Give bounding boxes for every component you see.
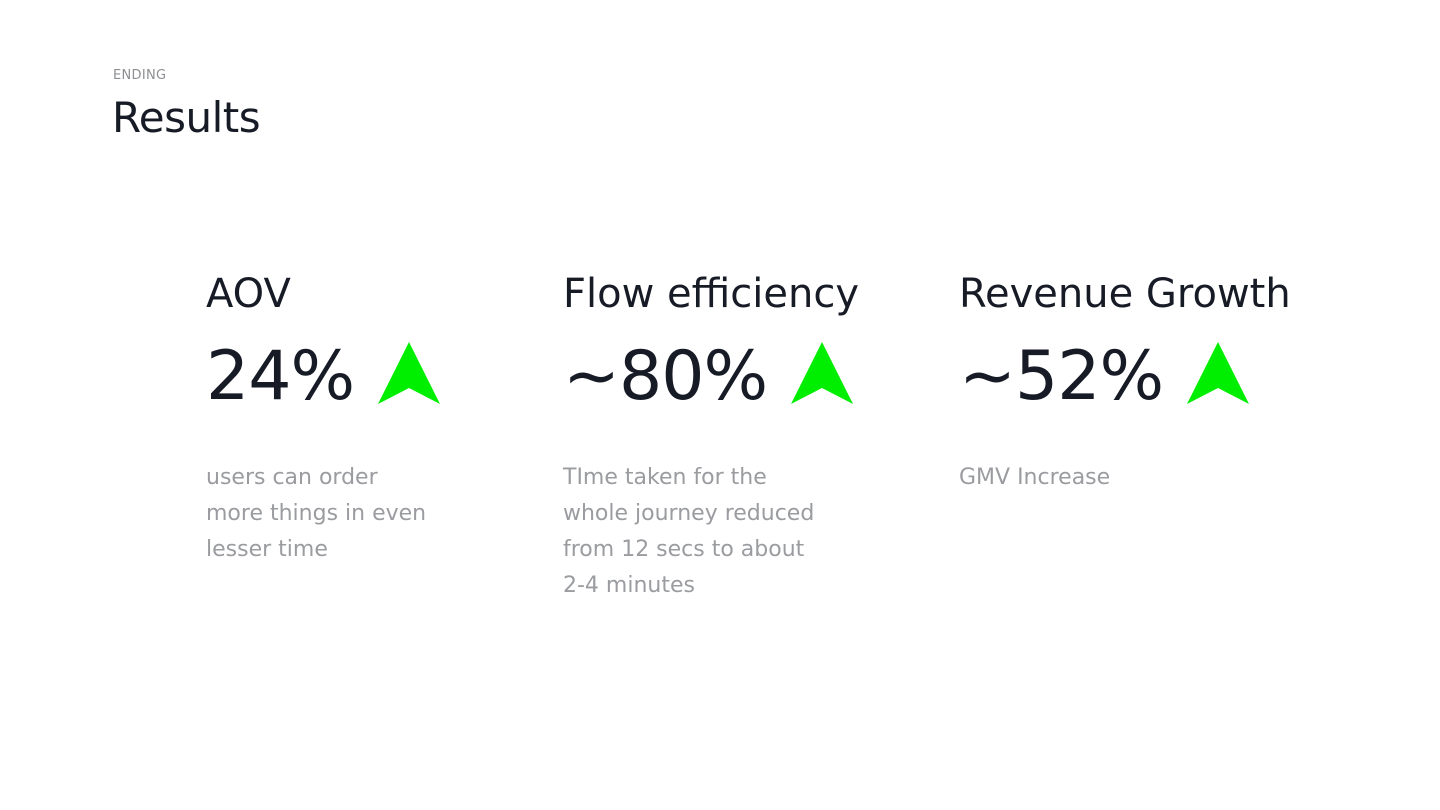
metric-label: Revenue Growth [959,271,1291,317]
section-eyebrow: ENDING [113,68,167,83]
up-arrow-icon [1187,342,1250,404]
metric-value-row: 24% [206,340,506,414]
metric-value-row: ~80% [563,340,893,414]
metric-card-revenue-growth: Revenue Growth ~52% GMV Increase [959,270,1319,496]
metric-value: 24% [206,337,355,416]
metric-label: Flow efficiency [563,271,860,317]
up-arrow-icon [378,342,441,404]
metric-card-aov: AOV 24% users can order more things in e… [206,270,506,568]
up-arrow-icon [791,342,854,404]
page-title: Results [112,93,261,142]
metric-value-row: ~52% [959,340,1319,414]
metric-description: TIme taken for the whole journey reduced… [563,465,815,598]
metric-label: AOV [206,271,291,317]
metric-value: ~52% [959,337,1164,416]
metric-card-flow-efficiency: Flow efficiency ~80% TIme taken for the … [563,270,893,604]
metric-description: GMV Increase [959,465,1111,490]
metric-description: users can order more things in even less… [206,465,427,562]
metric-value: ~80% [563,337,768,416]
